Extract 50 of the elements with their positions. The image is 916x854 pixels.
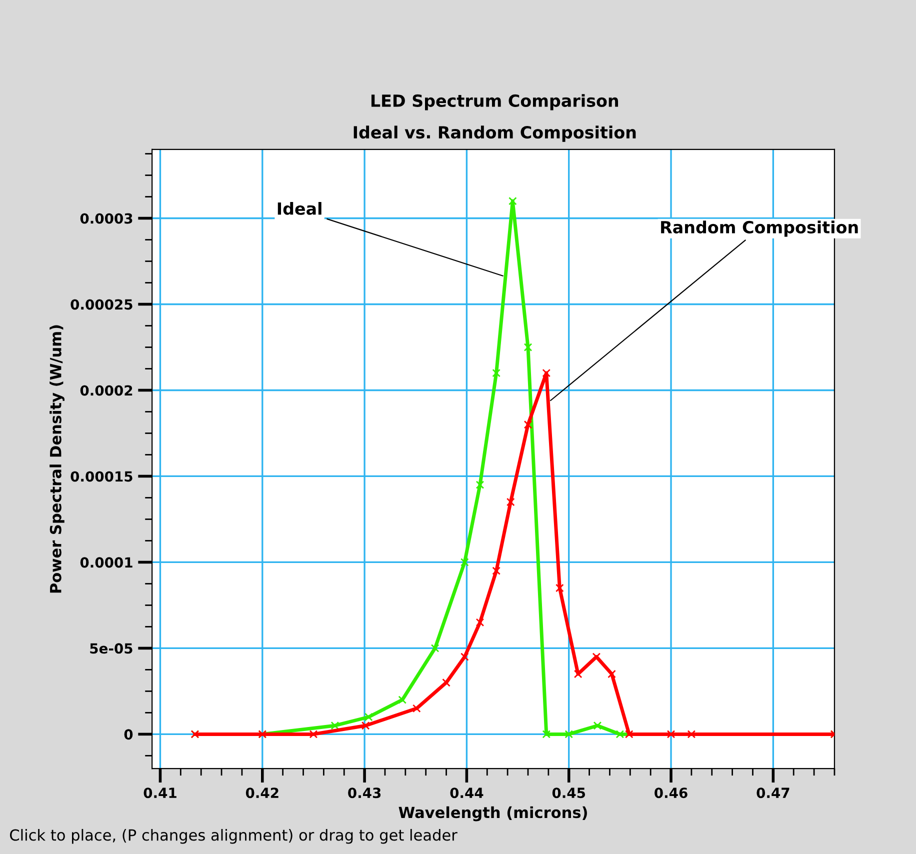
point — [361, 721, 370, 730]
point — [542, 368, 551, 378]
point — [476, 618, 484, 627]
annotation: Random Composition — [661, 220, 858, 237]
point — [508, 196, 517, 206]
point — [564, 730, 574, 738]
point — [524, 420, 532, 429]
chart-title: LED Spectrum Comparison — [371, 94, 618, 110]
point — [556, 584, 564, 592]
point — [666, 730, 676, 738]
point — [330, 721, 340, 730]
point — [460, 558, 469, 566]
y-tick-label: 0.00015 — [70, 471, 132, 482]
x-tick-label: 0.41 — [144, 788, 176, 798]
x-tick-label: 0.45 — [552, 788, 586, 798]
point — [492, 368, 500, 378]
point — [616, 730, 624, 738]
point — [442, 678, 450, 687]
point — [574, 670, 582, 678]
y-tick-label: 0.0002 — [80, 385, 132, 396]
point — [476, 480, 484, 489]
x-tick-label: 0.46 — [654, 788, 688, 798]
point — [430, 644, 440, 652]
y-tick-label: 5e-05 — [90, 643, 132, 654]
point — [542, 730, 551, 738]
x-tick-label: 0.43 — [348, 788, 381, 798]
point — [608, 670, 616, 678]
x-tick-label: 0.42 — [246, 788, 278, 798]
point — [460, 652, 469, 661]
x-tick-label: 0.47 — [756, 788, 790, 798]
point — [309, 730, 318, 738]
point — [412, 704, 421, 713]
point — [506, 498, 515, 506]
text: Click to place, (P changes alignment) or drag to get leader — [10, 828, 458, 844]
point — [398, 696, 407, 704]
point — [687, 730, 696, 738]
point — [492, 566, 500, 575]
y-tick-label: 0.00025 — [70, 299, 132, 310]
y-axis-title: Power Spectral Density (W/um) — [50, 325, 64, 593]
annotation: Ideal — [278, 202, 322, 215]
chart-subtitle: Ideal vs. Random Composition — [354, 126, 636, 142]
y-tick-label: 0.0003 — [80, 213, 132, 224]
x-tick-label: 0.44 — [450, 788, 484, 798]
point — [524, 343, 532, 352]
point — [364, 712, 373, 722]
point — [624, 730, 634, 738]
point — [593, 721, 602, 730]
y-tick-label: 0.0001 — [80, 557, 132, 568]
y-tick-label: 0 — [124, 729, 133, 740]
x-axis-title: Wavelength (microns) — [398, 806, 587, 822]
